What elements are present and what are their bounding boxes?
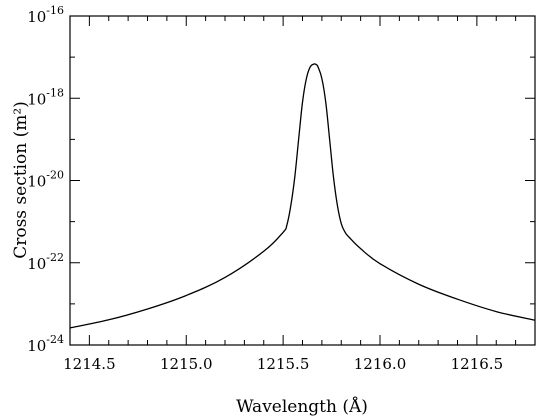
y-axis-ticks: 10-16 10-18 10-20 10-22 10-24 [27, 4, 535, 355]
x-axis-ticks: 1214.5 1215.0 1215.5 1216.0 1216.5 [63, 16, 517, 373]
y-tick-label: 10-16 [27, 4, 64, 26]
x-tick-label: 1215.0 [160, 355, 213, 373]
y-tick-label: 10-24 [27, 333, 64, 355]
cross-section-curve [69, 63, 536, 329]
y-tick-label: 10-18 [27, 86, 64, 108]
y-axis-title: Cross section (m²) [11, 101, 31, 259]
x-tick-label: 1215.5 [257, 355, 310, 373]
y-tick-label: 10-22 [27, 251, 64, 273]
x-tick-label: 1216.0 [354, 355, 407, 373]
plot-frame [69, 15, 536, 346]
x-axis-title: Wavelength (Å) [236, 396, 368, 417]
y-tick-label: 10-20 [27, 169, 64, 191]
x-tick-label: 1216.5 [451, 355, 504, 373]
x-tick-label: 1214.5 [63, 355, 116, 373]
